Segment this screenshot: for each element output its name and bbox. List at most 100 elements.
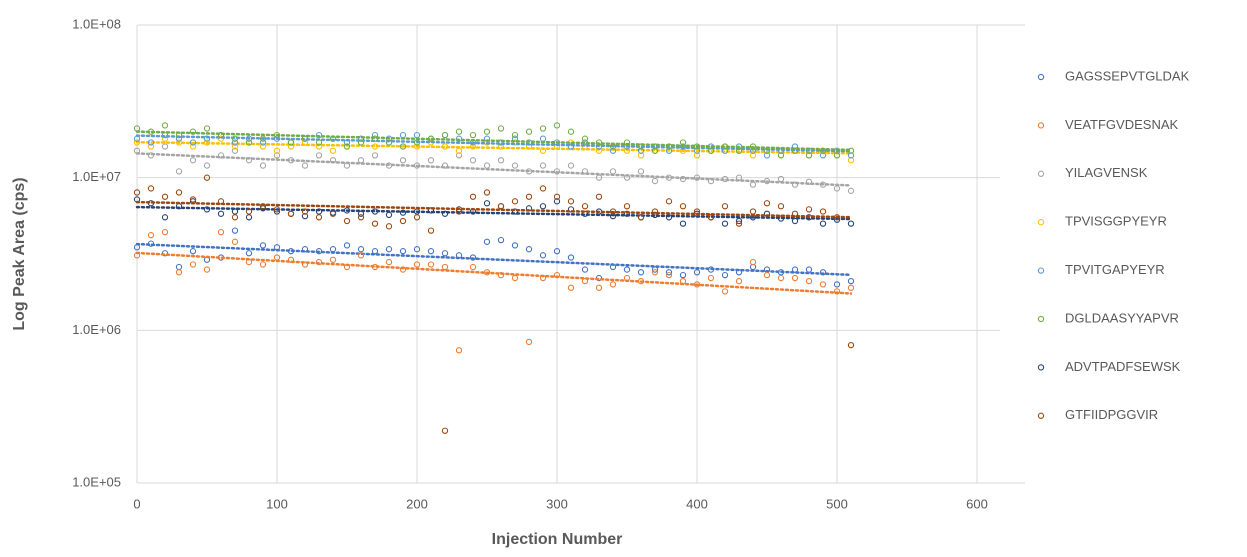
point [539, 135, 547, 142]
point [511, 274, 519, 282]
point [679, 271, 687, 279]
point [217, 210, 225, 217]
trendline [135, 134, 853, 153]
point [651, 208, 659, 215]
point [735, 277, 743, 285]
point [399, 157, 407, 164]
point [273, 152, 281, 159]
point [637, 152, 645, 159]
point [287, 139, 295, 146]
point [203, 125, 211, 132]
point [511, 131, 519, 139]
point [847, 284, 855, 291]
point [371, 248, 379, 255]
point [609, 281, 617, 288]
point [469, 157, 477, 164]
series [133, 196, 855, 227]
point [805, 206, 813, 213]
point [329, 210, 337, 217]
y-tick-label: 1.0E+05 [72, 474, 121, 489]
point [147, 185, 155, 192]
point [609, 168, 617, 175]
point [189, 248, 197, 255]
point [567, 128, 575, 135]
point [245, 139, 253, 146]
point [595, 193, 603, 200]
point [301, 212, 309, 220]
point [637, 168, 645, 175]
point [161, 122, 169, 129]
series [133, 227, 855, 288]
point [245, 214, 253, 221]
point [343, 242, 351, 249]
point [567, 143, 575, 150]
point [847, 152, 855, 159]
x-tick-label: 300 [546, 496, 568, 511]
point [567, 162, 575, 169]
point [483, 200, 491, 207]
point [763, 271, 771, 279]
point [539, 252, 547, 259]
point [651, 266, 659, 273]
point [329, 246, 337, 253]
point [539, 203, 547, 210]
x-tick-label: 500 [826, 496, 848, 511]
point [203, 162, 211, 169]
point [259, 261, 267, 268]
point [371, 220, 379, 227]
point [385, 211, 393, 219]
point [539, 185, 547, 192]
point [217, 228, 225, 236]
point [609, 212, 617, 220]
legend-label: GAGSSEPVTGLDAK [1065, 68, 1190, 83]
point [721, 220, 729, 227]
point [273, 147, 281, 154]
point [259, 135, 267, 142]
y-tick-label: 1.0E+06 [72, 322, 121, 337]
point [259, 139, 267, 146]
point [553, 198, 561, 205]
point [819, 281, 827, 288]
legend-box [1000, 50, 1247, 450]
x-axis-title: Injection Number [492, 531, 623, 548]
y-tick-label: 1.0E+08 [72, 16, 121, 31]
point [525, 128, 533, 135]
point [161, 193, 169, 200]
point [511, 198, 519, 205]
point [455, 347, 463, 354]
point [413, 214, 421, 221]
point [385, 246, 393, 253]
point [161, 214, 169, 221]
point [315, 152, 323, 159]
point [231, 238, 239, 245]
x-tick-label: 0 [133, 496, 140, 511]
point [175, 263, 183, 271]
point [343, 143, 351, 150]
point [399, 217, 407, 225]
point [301, 261, 309, 268]
x-tick-label: 400 [686, 496, 708, 511]
point [847, 341, 855, 349]
point [511, 208, 519, 215]
x-tick-label: 600 [966, 496, 988, 511]
legend-marker [1037, 73, 1045, 81]
point [581, 203, 589, 210]
point [567, 284, 575, 291]
series [133, 131, 855, 159]
point [805, 152, 813, 159]
point [735, 220, 743, 227]
trendline [135, 152, 853, 187]
point [273, 206, 281, 213]
point [259, 162, 267, 169]
point [357, 252, 365, 259]
point [231, 214, 239, 221]
point [777, 274, 785, 282]
point [707, 274, 715, 282]
point [637, 147, 645, 154]
trendline [135, 251, 853, 295]
point [819, 220, 827, 227]
point [399, 131, 407, 139]
legend-label: DGLDAASYYAPVR [1065, 310, 1179, 325]
point [189, 128, 197, 135]
